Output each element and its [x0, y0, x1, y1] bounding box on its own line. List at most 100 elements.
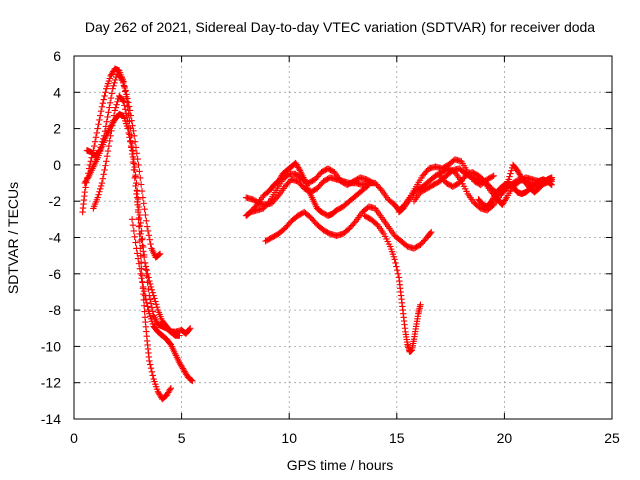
- y-tick-label: -10: [41, 338, 61, 354]
- data-point: [140, 248, 147, 255]
- data-point: [105, 142, 113, 150]
- data-point: [104, 113, 111, 121]
- data-point: [147, 300, 155, 307]
- data-point: [129, 158, 137, 166]
- data-point: [141, 205, 148, 213]
- data-point: [122, 87, 129, 94]
- data-point: [149, 308, 156, 315]
- data-point: [141, 259, 149, 267]
- data-point: [85, 174, 92, 181]
- data-point: [134, 206, 142, 214]
- data-point: [134, 255, 142, 262]
- data-point: [143, 299, 150, 307]
- data-point: [156, 251, 163, 258]
- data-point: [102, 162, 109, 169]
- data-point: [144, 227, 152, 235]
- data-point: [489, 173, 496, 180]
- data-point: [131, 174, 138, 182]
- data-point: [132, 239, 139, 246]
- data-point: [128, 216, 136, 223]
- data-point: [547, 180, 555, 188]
- data-point: [134, 195, 142, 203]
- data-point: [507, 170, 514, 177]
- data-point: [428, 228, 435, 236]
- data-point: [105, 109, 112, 116]
- chart-title: Day 262 of 2021, Sidereal Day-to-day VTE…: [85, 19, 595, 35]
- data-point: [97, 112, 104, 119]
- data-point: [133, 190, 140, 198]
- data-point: [106, 104, 113, 111]
- data-point: [96, 116, 103, 124]
- data-point: [391, 256, 398, 263]
- data-point: [95, 148, 103, 155]
- data-point: [103, 118, 110, 125]
- data-point: [108, 90, 116, 97]
- data-point: [137, 219, 144, 227]
- data-point: [141, 292, 149, 299]
- data-points: [79, 65, 555, 403]
- data-point: [133, 150, 141, 157]
- data-point: [148, 286, 156, 293]
- data-point: [130, 127, 137, 134]
- y-tick-label: -14: [41, 411, 61, 427]
- data-point: [125, 124, 132, 132]
- x-tick-label: 5: [178, 430, 186, 446]
- data-point: [548, 181, 555, 189]
- data-point: [81, 188, 88, 196]
- data-point: [99, 175, 107, 182]
- data-point: [139, 235, 146, 243]
- series-arc-5: [128, 216, 196, 385]
- data-point: [111, 107, 119, 114]
- data-point: [130, 166, 138, 174]
- data-point: [135, 214, 143, 222]
- data-point: [144, 270, 151, 277]
- data-point: [146, 280, 154, 288]
- y-axis-label: SDTVAR / TECUs: [5, 182, 21, 294]
- data-point: [146, 236, 153, 243]
- data-point: [141, 308, 148, 315]
- data-point: [130, 227, 138, 235]
- data-point: [100, 135, 107, 142]
- data-point: [95, 121, 102, 128]
- y-tick-label: -4: [49, 230, 62, 246]
- data-point: [119, 97, 126, 104]
- data-point: [131, 138, 139, 145]
- data-point: [114, 98, 121, 105]
- data-point: [136, 265, 144, 272]
- data-point: [98, 141, 105, 148]
- data-point: [295, 165, 303, 173]
- data-point: [93, 129, 101, 137]
- data-point: [273, 194, 281, 201]
- data-point: [125, 103, 133, 110]
- data-point: [139, 242, 146, 249]
- data-point: [147, 364, 155, 372]
- data-point: [113, 101, 120, 108]
- data-point: [96, 147, 104, 154]
- data-point: [142, 211, 149, 219]
- data-point: [122, 110, 130, 117]
- data-point: [96, 188, 103, 195]
- data-point: [506, 173, 513, 180]
- y-tick-label: 4: [53, 84, 61, 100]
- data-point: [417, 301, 424, 308]
- grid: [74, 56, 612, 419]
- data-point: [156, 250, 164, 258]
- data-point: [101, 166, 108, 174]
- data-point: [108, 127, 115, 134]
- data-point: [153, 301, 160, 308]
- data-point: [134, 155, 141, 163]
- data-point: [145, 306, 152, 314]
- data-point: [145, 232, 153, 239]
- x-axis-label: GPS time / hours: [287, 457, 394, 473]
- data-point: [147, 283, 155, 291]
- data-point: [128, 150, 136, 158]
- data-point: [132, 182, 139, 190]
- data-point: [146, 357, 153, 365]
- data-point: [502, 195, 509, 203]
- data-point: [151, 295, 158, 302]
- data-point: [128, 144, 135, 151]
- data-point: [153, 303, 161, 311]
- x-tick-label: 15: [389, 430, 405, 446]
- data-point: [548, 174, 555, 181]
